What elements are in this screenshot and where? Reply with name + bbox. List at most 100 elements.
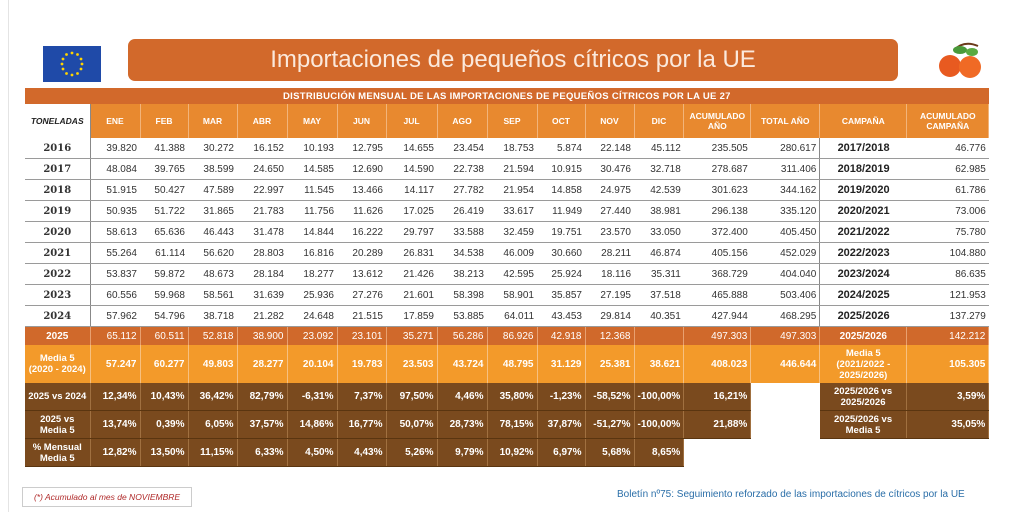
table-cell: 10,92% bbox=[487, 438, 538, 467]
table-cell: 42.539 bbox=[634, 179, 684, 201]
table-cell: 75.780 bbox=[906, 221, 989, 243]
table-row: 2021 55.264 61.114 56.620 28.803 16.816 20.289… bbox=[25, 242, 989, 264]
table-cell: 21.426 bbox=[386, 263, 437, 285]
table-cell: 2025/2026 bbox=[819, 326, 908, 345]
table-cell: 55.264 bbox=[90, 242, 140, 264]
table-cell: 13,74% bbox=[90, 410, 141, 439]
table-cell: 12,34% bbox=[90, 383, 141, 411]
table-cell: 58.398 bbox=[437, 284, 487, 306]
table-cell: JUN bbox=[337, 104, 387, 138]
table-cell: 104.880 bbox=[906, 242, 989, 264]
table-cell: 60.511 bbox=[140, 326, 189, 345]
table-cell: 41.388 bbox=[140, 138, 188, 159]
row-label: 2025 vs Media 5 bbox=[25, 410, 91, 439]
table-cell: ACUMULADO AÑO bbox=[683, 104, 752, 138]
table-cell: 35.857 bbox=[537, 284, 585, 306]
table-cell: MAY bbox=[287, 104, 338, 138]
table-cell: AGO bbox=[437, 104, 488, 138]
table-cell: ENE bbox=[90, 104, 141, 138]
table-cell: -1,23% bbox=[537, 383, 586, 411]
table-cell: 57.247 bbox=[90, 345, 141, 383]
row-label: 2025 vs 2024 bbox=[25, 383, 91, 411]
table-cell: SEP bbox=[487, 104, 538, 138]
table-cell: 39.765 bbox=[140, 158, 188, 180]
table-cell: 42.595 bbox=[487, 263, 537, 285]
table-cell: 58.901 bbox=[487, 284, 537, 306]
table-cell: 2024/2025 bbox=[819, 284, 907, 306]
table-cell: 28,73% bbox=[437, 410, 488, 439]
percent-row: % Mensual Media 5 12,82% 13,50% 11,15% 6,33%… bbox=[25, 438, 989, 467]
table-cell: 73.006 bbox=[906, 200, 989, 222]
table-cell: 23.092 bbox=[287, 326, 338, 345]
table-row: 2019 50.935 51.722 31.865 21.783 11.756 11.626… bbox=[25, 200, 989, 222]
table-row: 2020 58.613 65.636 46.443 31.478 14.844 16.222… bbox=[25, 221, 989, 243]
table-cell: 31.478 bbox=[237, 221, 287, 243]
table-cell: 28.211 bbox=[585, 242, 634, 264]
table-cell bbox=[906, 438, 989, 467]
table-cell: 39.820 bbox=[90, 138, 140, 159]
table-cell: 38.718 bbox=[188, 305, 237, 327]
table-cell: 23.570 bbox=[585, 221, 634, 243]
table-cell: 105.305 bbox=[906, 345, 990, 383]
table-cell: 37,57% bbox=[237, 410, 288, 439]
table-cell: 21.954 bbox=[487, 179, 537, 201]
table-row: 2018 51.915 50.427 47.589 22.997 11.545 13.466… bbox=[25, 179, 989, 201]
row-label: 2020 bbox=[25, 221, 91, 243]
table-cell: 21.783 bbox=[237, 200, 287, 222]
table-cell: 34.538 bbox=[437, 242, 487, 264]
table-cell: -6,31% bbox=[287, 383, 338, 411]
table-cell: 26.419 bbox=[437, 200, 487, 222]
table-cell: 21.282 bbox=[237, 305, 287, 327]
table-cell: 12.368 bbox=[585, 326, 635, 345]
table-cell: 6,05% bbox=[188, 410, 238, 439]
table-cell: 65.636 bbox=[140, 221, 188, 243]
table-cell: 21.515 bbox=[337, 305, 386, 327]
table-cell: DIC bbox=[634, 104, 685, 138]
table-cell: 27.782 bbox=[437, 179, 487, 201]
table-cell: 452.029 bbox=[750, 242, 820, 264]
row-label: 2022 bbox=[25, 263, 91, 285]
table-cell: 5,26% bbox=[386, 438, 438, 467]
table-cell: TOTAL AÑO bbox=[750, 104, 821, 138]
table-cell bbox=[750, 383, 820, 411]
table-cell: 468.295 bbox=[750, 305, 820, 327]
table-cell: 235.505 bbox=[683, 138, 751, 159]
table-cell: 4,50% bbox=[287, 438, 338, 467]
table-cell: 42.918 bbox=[537, 326, 586, 345]
table-cell: 60.277 bbox=[140, 345, 189, 383]
table-cell: 31.865 bbox=[188, 200, 237, 222]
table-cell: 28.277 bbox=[237, 345, 288, 383]
table-cell: 2017/2018 bbox=[819, 138, 907, 159]
table-cell: 12,82% bbox=[90, 438, 141, 467]
table-cell: 26.831 bbox=[386, 242, 437, 264]
table-cell: 46.443 bbox=[188, 221, 237, 243]
table-cell: 56.286 bbox=[437, 326, 488, 345]
row-label: 2024 bbox=[25, 305, 91, 327]
bulletin-link[interactable]: Boletín nº75: Seguimiento reforzado de l… bbox=[617, 489, 965, 500]
table-cell: 56.620 bbox=[188, 242, 237, 264]
table-cell: 4,43% bbox=[337, 438, 387, 467]
table-cell: 19.751 bbox=[537, 221, 585, 243]
table-cell: 86.635 bbox=[906, 263, 989, 285]
table-cell: 27.195 bbox=[585, 284, 634, 306]
table-cell: 21.594 bbox=[487, 158, 537, 180]
table-cell: 49.803 bbox=[188, 345, 238, 383]
table-cell: 35.271 bbox=[386, 326, 438, 345]
table-cell: 10.915 bbox=[537, 158, 585, 180]
table-cell: 29.814 bbox=[585, 305, 634, 327]
table-cell: 53.885 bbox=[437, 305, 487, 327]
table-cell: -51,27% bbox=[585, 410, 635, 439]
table-cell: 59.872 bbox=[140, 263, 188, 285]
table-cell: FEB bbox=[140, 104, 189, 138]
table-cell: 23.454 bbox=[437, 138, 487, 159]
table-cell: 311.406 bbox=[750, 158, 820, 180]
table-cell: 7,37% bbox=[337, 383, 387, 411]
table-cell: 5.874 bbox=[537, 138, 585, 159]
table-cell: 97,50% bbox=[386, 383, 438, 411]
table-cell: 18.753 bbox=[487, 138, 537, 159]
table-cell: 21,88% bbox=[683, 410, 752, 439]
table-cell: 6,33% bbox=[237, 438, 288, 467]
percent-row: 2025 vs Media 5 13,74% 0,39% 6,05% 37,57% 14,… bbox=[25, 410, 990, 439]
table-cell: 344.162 bbox=[750, 179, 820, 201]
table-cell: 278.687 bbox=[683, 158, 751, 180]
